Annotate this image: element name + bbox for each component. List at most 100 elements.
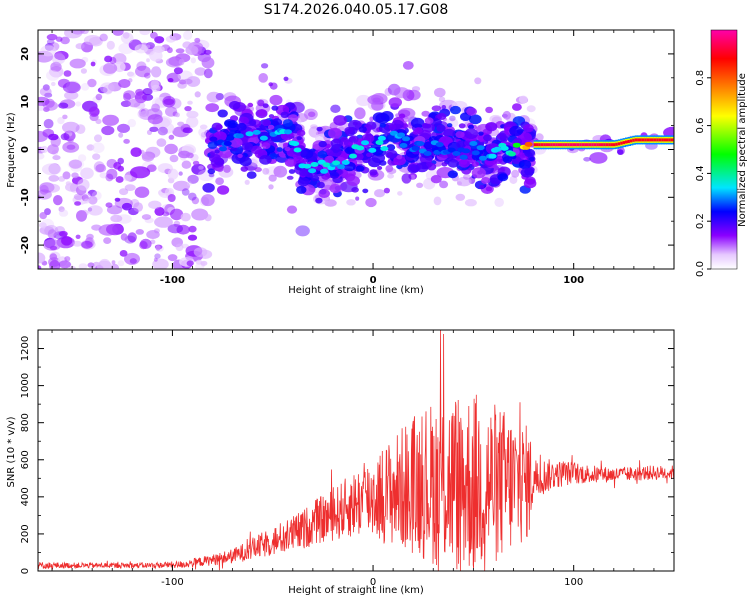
spectrogram-blob — [410, 117, 425, 129]
spectrogram-blob — [154, 216, 173, 228]
spectrogram-blob — [188, 225, 197, 233]
spectrogram-blob — [92, 96, 101, 104]
spectrogram-blob — [62, 171, 71, 180]
spectrogram-blob — [269, 153, 278, 160]
ridge-segment — [572, 143, 576, 147]
spectrogram-blob — [187, 100, 193, 105]
spectrogram-blob — [244, 179, 250, 185]
spectrogram-blob — [64, 30, 83, 39]
spectrogram-blob — [68, 159, 83, 169]
spectrogram-blob — [48, 175, 60, 182]
spectrogram-blob — [103, 62, 118, 74]
spectrogram-blob — [340, 136, 348, 143]
spectrogram-blob — [164, 143, 178, 155]
spectrogram-blob — [240, 166, 249, 172]
spectrogram-blob — [193, 247, 208, 257]
spectrogram-blob — [369, 116, 374, 122]
spectrogram-blob — [58, 209, 69, 217]
spectrogram-blob — [103, 84, 113, 95]
spectrogram-blob — [38, 252, 46, 264]
spectrogram-blob — [205, 103, 219, 113]
snr-background — [38, 330, 674, 571]
spectrogram-blob — [177, 121, 185, 127]
spectrogram-blob — [123, 174, 132, 182]
spectrogram-blob — [78, 263, 88, 269]
spectrogram-blob — [93, 161, 105, 173]
spectrogram-blob — [136, 61, 147, 71]
spectrogram-blob — [90, 61, 96, 67]
spectrogram-blob — [117, 260, 125, 267]
spectrogram-blob — [141, 153, 155, 162]
spectrogram-blob — [55, 36, 63, 42]
ridge-segment — [423, 151, 432, 156]
spectrogram-blob — [153, 228, 160, 234]
spectrogram-blob — [421, 110, 431, 117]
spectrogram-blob — [259, 154, 272, 165]
spectrogram-blob — [362, 188, 369, 194]
spectrogram-blob — [81, 209, 89, 217]
spectrogram-blob — [424, 117, 434, 125]
y-tick-label: -20 — [20, 236, 31, 254]
spectrogram-blob — [316, 181, 325, 189]
spectrogram-blob — [138, 107, 150, 118]
spectrogram-blob — [62, 114, 68, 120]
spectrogram-blob — [447, 123, 453, 128]
spectrogram-blob — [186, 181, 192, 187]
spectrogram-blob — [494, 158, 502, 164]
spectrogram-blob — [146, 58, 150, 63]
spectrogram-blob — [520, 167, 534, 178]
spectrogram-blob — [99, 172, 108, 179]
spectrogram-blob — [230, 146, 238, 152]
spectrogram-blob — [191, 196, 200, 205]
spectrogram-blob — [365, 197, 377, 208]
spectrogram-blob — [206, 91, 221, 103]
spectrogram-blob — [295, 225, 310, 237]
ridge-segment — [653, 138, 658, 142]
spectrogram-blob — [106, 223, 124, 236]
spectrogram-blob — [170, 208, 184, 221]
spectrogram-blob — [142, 88, 153, 96]
ridge-segment — [459, 154, 468, 160]
spectrogram-blob — [325, 149, 334, 156]
spectrogram-blob — [139, 30, 151, 36]
ridge-segment — [543, 143, 547, 147]
spectrogram-blob — [284, 146, 291, 152]
spectrogram-blob — [246, 171, 257, 179]
ridge-segment — [641, 138, 646, 142]
spectrogram-blob — [366, 152, 372, 157]
ridge-segment — [670, 138, 674, 142]
spectrogram-xlabel: Height of straight line (km) — [288, 285, 424, 296]
spectrogram-blob — [379, 160, 387, 166]
spectrogram-blob — [108, 81, 122, 92]
spectrogram-blob — [134, 44, 148, 54]
ridge-segment — [209, 136, 218, 142]
spectrogram-blob — [151, 103, 161, 113]
spectrogram-blob — [128, 98, 141, 108]
spectrogram-blob — [262, 167, 270, 175]
spectrogram-blob — [167, 194, 176, 202]
spectrogram-blob — [38, 265, 42, 269]
ridge-segment — [479, 155, 487, 161]
spectrogram-blob — [60, 133, 70, 141]
ridge-segment — [536, 143, 540, 147]
spectrogram-blob — [402, 61, 414, 70]
spectrogram-blob — [329, 183, 342, 194]
spectrogram-blob — [401, 173, 412, 184]
spectrogram-blob — [105, 173, 114, 182]
spectrogram-blob — [497, 173, 509, 182]
spectrogram-blob — [101, 125, 115, 136]
spectrogram-blob — [393, 87, 410, 99]
spectrogram-blob — [46, 70, 60, 81]
spectrogram-blob — [48, 133, 59, 141]
spectrogram-blob — [254, 167, 262, 173]
spectrogram-blob — [184, 106, 192, 112]
spectrogram-blob — [88, 195, 98, 205]
ridge-segment — [320, 168, 329, 174]
ridge-segment — [666, 138, 670, 142]
ridge-segment — [259, 135, 268, 141]
spectrogram-blob — [199, 196, 210, 207]
ridge-segment — [555, 143, 559, 147]
spectrogram-blob — [397, 191, 403, 196]
ridge-segment — [447, 147, 456, 153]
ridge-segment — [349, 153, 357, 159]
